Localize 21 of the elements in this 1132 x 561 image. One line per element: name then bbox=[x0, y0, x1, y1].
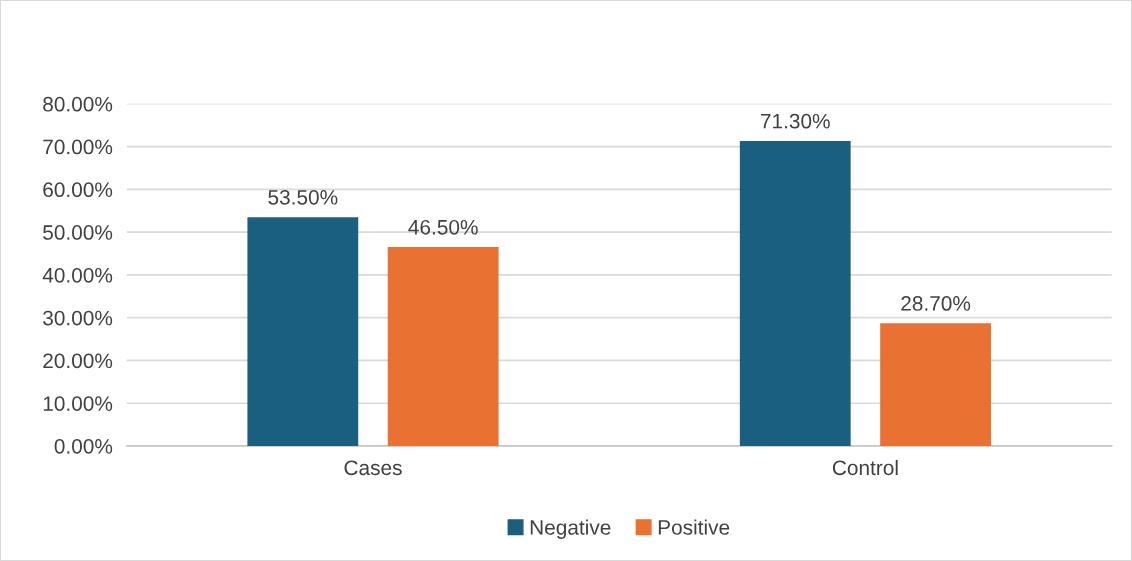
bar bbox=[739, 141, 851, 446]
y-tick-label: 50.00% bbox=[43, 225, 113, 240]
legend-label: Positive bbox=[658, 519, 730, 535]
y-tick-label: 40.00% bbox=[42, 267, 113, 283]
bar bbox=[880, 323, 991, 446]
data-label: 28.70% bbox=[901, 296, 971, 311]
bar bbox=[387, 247, 499, 446]
y-tick-label: 30.00% bbox=[43, 310, 113, 326]
legend-label: Negative bbox=[530, 519, 611, 539]
data-label: 71.30% bbox=[760, 113, 830, 129]
y-tick-label: 80.00% bbox=[43, 96, 113, 112]
y-tick-label: 70.00% bbox=[43, 139, 113, 155]
x-tick-label: Control bbox=[832, 459, 898, 476]
data-label: 53.50% bbox=[268, 189, 338, 205]
bar bbox=[247, 217, 359, 446]
x-tick-label: Cases bbox=[344, 460, 402, 476]
y-tick-label: 60.00% bbox=[43, 182, 113, 198]
y-tick-label: 20.00% bbox=[43, 353, 113, 369]
data-label: 46.50% bbox=[408, 219, 478, 235]
y-tick-label: 0.00% bbox=[54, 439, 113, 454]
y-tick-label: 10.00% bbox=[43, 396, 113, 411]
